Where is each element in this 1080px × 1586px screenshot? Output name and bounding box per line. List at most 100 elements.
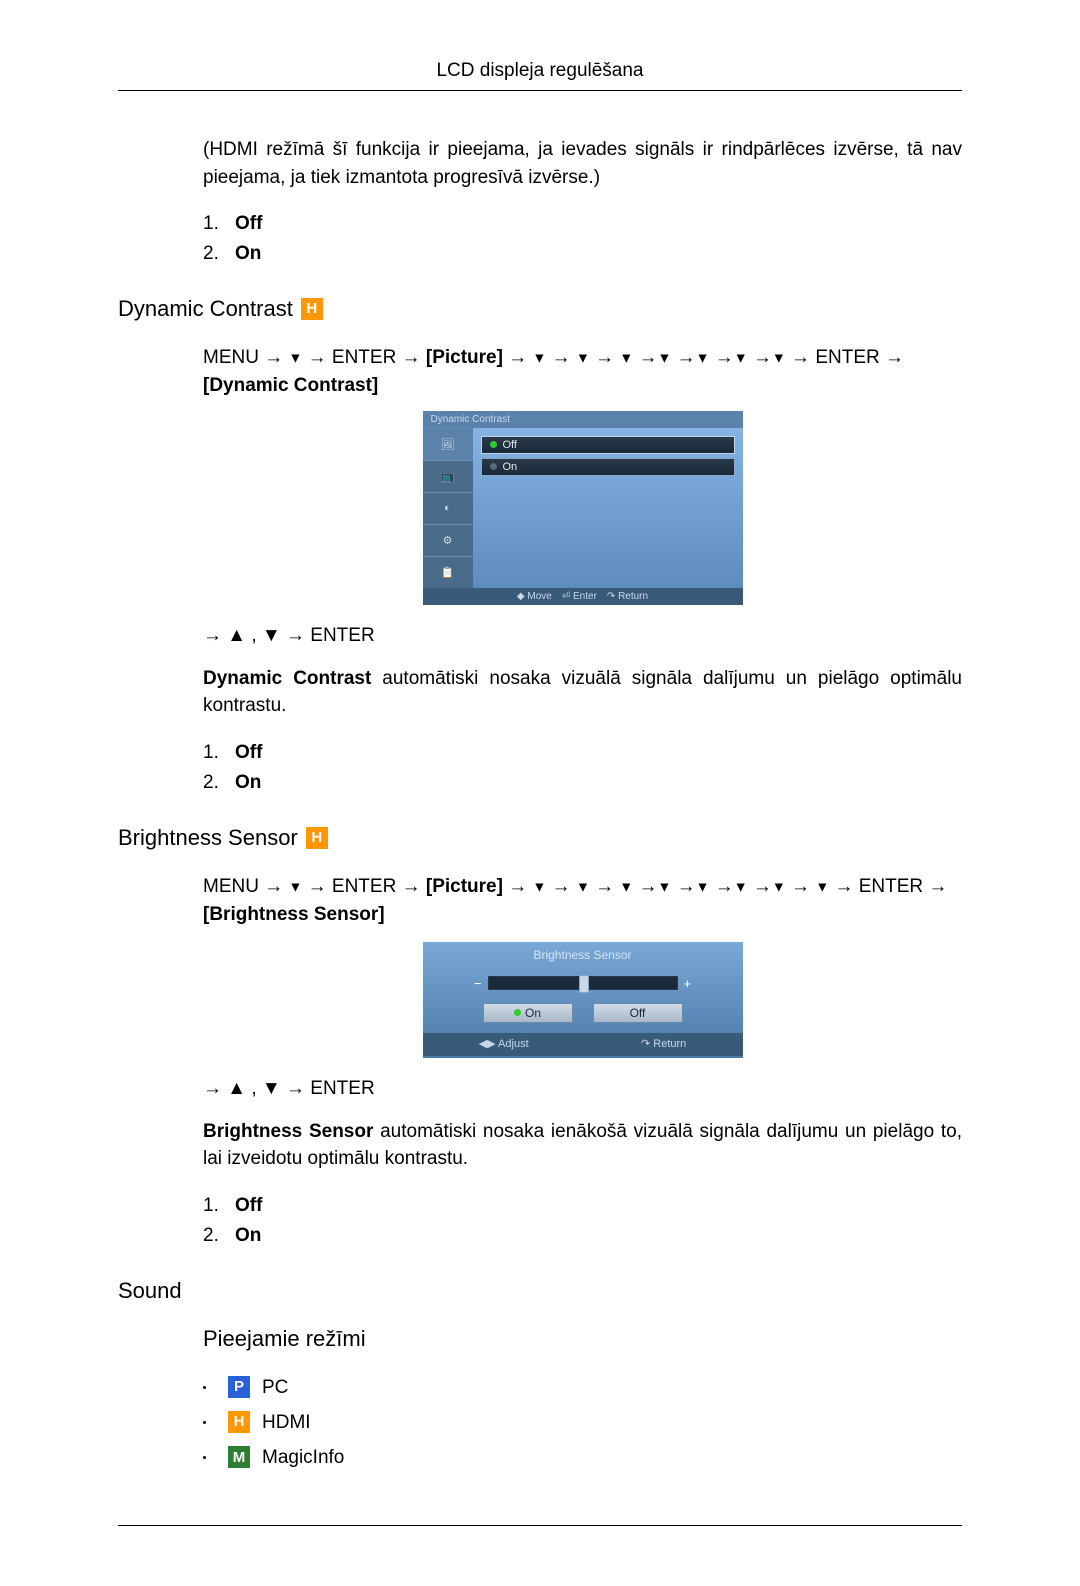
dc-arrow-line: → ▲ , ▼ → ENTER: [203, 625, 962, 647]
down-arrow-icon: ▼: [619, 878, 633, 894]
down-arrow-icon: ▼: [772, 878, 786, 894]
bs-foot-adjust: ◀▶ Adjust: [479, 1037, 529, 1050]
list-label: Off: [235, 213, 262, 234]
list-item: 1. Off: [203, 1191, 962, 1221]
dc-options-list: 1. Off 2. On: [203, 738, 962, 799]
plus-icon: +: [684, 976, 692, 991]
osd-option-on: On: [481, 458, 735, 476]
osd-main: Off On: [473, 428, 743, 588]
bs-options-list: 1. Off 2. On: [203, 1191, 962, 1252]
dc-nav-path: MENU → ▼ → ENTER → [Picture] → ▼ → ▼ → ▼…: [203, 344, 962, 401]
list-label: On: [235, 772, 261, 793]
osd-tab: 🖼: [423, 428, 473, 460]
content-area: (HDMI režīmā šī funkcija ir pieejama, ja…: [118, 136, 962, 1475]
down-arrow-icon: ▼: [576, 349, 590, 365]
list-label: On: [235, 1225, 261, 1246]
osd-tabs: 🖼 📺 ◐ ⚙ 📋: [423, 428, 473, 588]
bullet-icon: [203, 1386, 206, 1389]
list-num: 1.: [203, 209, 219, 239]
down-arrow-icon: ▼: [734, 349, 748, 365]
osd-body: 🖼 📺 ◐ ⚙ 📋 Off On: [423, 428, 743, 588]
list-item: 1. Off: [203, 209, 962, 239]
selected-bullet-icon: [514, 1009, 521, 1016]
nav-feature: [Brightness Sensor]: [203, 904, 385, 925]
heading-text: Dynamic Contrast: [118, 296, 293, 322]
bs-on-label: On: [525, 1006, 541, 1020]
down-arrow-icon: ▼: [619, 349, 633, 365]
minus-icon: −: [474, 976, 482, 991]
bs-slider: − +: [423, 976, 743, 991]
down-arrow-icon: ▼: [658, 349, 672, 365]
osd-title: Dynamic Contrast: [423, 411, 743, 428]
list-item: 2. On: [203, 239, 962, 269]
bs-description: Brightness Sensor automātiski nosaka ien…: [203, 1118, 962, 1173]
bs-track: [488, 976, 678, 990]
page-header-title: LCD displeja regulēšana: [118, 60, 962, 91]
nav-feature: [Dynamic Contrast]: [203, 375, 378, 396]
bs-desc-bold: Brightness Sensor: [203, 1121, 373, 1142]
list-num: 1.: [203, 1191, 219, 1221]
bs-on-button: On: [483, 1003, 573, 1023]
list-num: 1.: [203, 738, 219, 768]
mode-item-pc: P PC: [203, 1370, 962, 1405]
list-label: Off: [235, 742, 262, 763]
down-arrow-icon: ▼: [658, 878, 672, 894]
osd-foot-move: ◆ Move: [517, 591, 552, 602]
bullet-icon: [203, 1421, 206, 1424]
hdmi-icon: H: [306, 827, 328, 849]
list-label: Off: [235, 1195, 262, 1216]
osd-option-off: Off: [481, 436, 735, 454]
down-arrow-icon: ▼: [734, 878, 748, 894]
down-arrow-icon: ▼: [696, 878, 710, 894]
nav-picture: [Picture]: [426, 347, 503, 368]
brightness-sensor-heading: Brightness Sensor H: [118, 825, 962, 851]
dc-description: Dynamic Contrast automātiski nosaka vizu…: [203, 665, 962, 720]
bs-footer: ◀▶ Adjust ↷ Return: [423, 1033, 743, 1056]
pc-icon: P: [228, 1376, 250, 1398]
osd-tab: ◐: [423, 492, 473, 524]
list-item: 2. On: [203, 768, 962, 798]
osd-tab: 📺: [423, 460, 473, 492]
bullet-icon: [490, 463, 497, 470]
down-arrow-icon: ▼: [696, 349, 710, 365]
mode-label: PC: [262, 1370, 288, 1405]
down-arrow-icon: ▼: [533, 878, 547, 894]
hdmi-icon: H: [228, 1411, 250, 1433]
magicinfo-icon: M: [228, 1446, 250, 1468]
sound-subheading: Pieejamie režīmi: [203, 1326, 962, 1352]
sound-modes-list: P PC H HDMI M MagicInfo: [203, 1370, 962, 1475]
list-item: 2. On: [203, 1221, 962, 1251]
intro-paragraph: (HDMI režīmā šī funkcija ir pieejama, ja…: [203, 136, 962, 191]
intro-options-list: 1. Off 2. On: [203, 209, 962, 270]
mode-label: MagicInfo: [262, 1440, 344, 1475]
down-arrow-icon: ▼: [772, 349, 786, 365]
hdmi-icon: H: [301, 298, 323, 320]
down-arrow-icon: ▼: [289, 878, 303, 894]
bs-nav-path: MENU → ▼ → ENTER → [Picture] → ▼ → ▼ → ▼…: [203, 873, 962, 930]
dc-desc-bold: Dynamic Contrast: [203, 668, 371, 689]
dynamic-contrast-osd: Dynamic Contrast 🖼 📺 ◐ ⚙ 📋 Off On ◆ Move…: [423, 411, 743, 605]
bs-foot-return: ↷ Return: [641, 1037, 686, 1050]
osd-option-label: Off: [503, 439, 517, 451]
osd-tab: 📋: [423, 556, 473, 588]
mode-label: HDMI: [262, 1405, 311, 1440]
selected-bullet-icon: [490, 441, 497, 448]
osd-footer: ◆ Move ⏎ Enter ↷ Return: [423, 588, 743, 605]
list-num: 2.: [203, 239, 219, 269]
brightness-sensor-osd: Brightness Sensor − + On Off ◀▶ Adjust ↷…: [423, 942, 743, 1058]
down-arrow-icon: ▼: [533, 349, 547, 365]
heading-text: Sound: [118, 1278, 182, 1304]
down-arrow-icon: ▼: [576, 878, 590, 894]
mode-item-hdmi: H HDMI: [203, 1405, 962, 1440]
bs-thumb: [579, 975, 589, 993]
osd-foot-return: ↷ Return: [607, 591, 648, 602]
osd-foot-enter: ⏎ Enter: [562, 591, 597, 602]
bullet-icon: [203, 1456, 206, 1459]
bs-osd-title: Brightness Sensor: [423, 942, 743, 968]
list-num: 2.: [203, 1221, 219, 1251]
heading-text: Brightness Sensor: [118, 825, 298, 851]
osd-option-label: On: [503, 461, 518, 473]
page: LCD displeja regulēšana (HDMI režīmā šī …: [0, 0, 1080, 1586]
list-label: On: [235, 243, 261, 264]
footer-rule: [118, 1525, 962, 1526]
